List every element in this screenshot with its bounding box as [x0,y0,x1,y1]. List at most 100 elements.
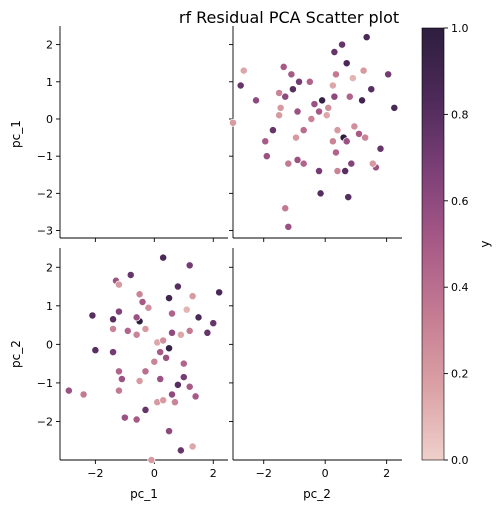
scatter-point [318,96,327,105]
scatter-point [203,328,212,337]
scatter-point [331,148,340,157]
colorbar: 0.0 0.2 0.4 0.6 0.8 1.0 y [421,22,492,467]
colorbar-tick-label: 0.0 [451,454,469,467]
scatter-point [350,122,359,131]
panel-bottom-right-x-ticks: −2 0 2 [256,460,390,480]
chart-title: rf Residual PCA Scatter plot [179,8,399,27]
y-tick-label: 0 [46,113,53,126]
scatter-point [236,81,245,90]
panel-bottom-left: −2 −1 0 1 2 −2 0 2 pc_2 pc_1 [9,248,228,501]
x-tick-label: −2 [256,467,272,480]
scatter-point [324,103,333,112]
scatter-point [333,167,342,176]
panel-top-right [229,26,402,242]
scatter-point [168,328,176,337]
scatter-point [176,330,185,339]
scatter-point [355,129,363,138]
scatter-point [132,313,141,322]
colorbar-tick-label: 1.0 [451,22,469,35]
scatter-point [287,70,296,79]
scatter-point [188,442,197,451]
scatter-point [367,85,376,94]
scatter-point [310,100,319,109]
scatter-point [293,155,302,164]
scatter-point [229,118,237,127]
scatter-point [123,326,132,335]
y-tick-label: −1 [37,377,53,390]
y-tick-label: 1 [46,76,53,89]
scatter-point [279,62,288,71]
scatter-point [165,427,174,436]
scatter-point [182,305,191,314]
panel-bottom-left-y-ticks: −2 −1 0 1 2 [37,261,60,428]
scatter-point [132,330,141,339]
scatter-point [275,88,284,97]
scatter-point [168,390,176,399]
scatter-point [135,377,144,385]
colorbar-ticks: 0.0 0.2 0.4 0.6 0.8 1.0 [444,22,469,467]
scatter-point [315,107,323,116]
scatter-point [384,70,393,79]
scatter-point [338,40,347,49]
y-tick-label: 2 [46,261,53,274]
panel-top-right-points [229,33,399,231]
scatter-point [141,367,150,376]
scatter-point [64,386,73,395]
scatter-point [144,303,153,312]
scatter-point [126,271,135,279]
scatter-point [159,253,168,262]
panel-top-right-x-ticks [263,238,388,242]
scatter-point [114,367,123,376]
scatter-point [276,103,285,112]
scatter-point [156,375,165,384]
y-tick-label: −2 [37,415,53,428]
scatter-point [295,77,304,86]
scatter-point [173,380,182,389]
scatter-point [361,133,370,142]
panel-bottom-right: −2 0 2 pc_2 [229,248,402,501]
scatter-point [362,33,371,42]
y-tick-label: −2 [37,187,53,200]
scatter-point [315,167,323,176]
scatter-point [179,373,188,382]
x-tick-label: 0 [151,467,158,480]
scatter-point [305,77,314,86]
scatter-point [333,126,342,135]
scatter-point [141,405,150,414]
scatter-point [91,346,100,355]
scatter-point [284,222,293,231]
scatter-point [159,396,168,405]
scatter-point [344,193,353,202]
scatter-point [281,204,290,213]
scatter-point [176,446,185,455]
scatter-point [359,66,368,75]
scatter-point [284,159,293,168]
scatter-point [109,315,118,324]
scatter-point [179,359,188,368]
scatter-point [368,159,377,168]
colorbar-tick-label: 0.6 [451,195,469,208]
scatter-point [168,309,176,318]
pc1-column-label: pc_1 [130,487,158,501]
scatter-point [292,133,300,142]
scatter-point [109,324,118,333]
colorbar-label: y [478,240,492,247]
scatter-point [79,390,88,399]
scatter-point [209,319,218,328]
scatter-point [322,111,331,120]
colorbar-gradient [421,27,445,461]
scatter-point [117,375,126,384]
scatter-point [170,398,179,407]
scatter-point [114,280,123,289]
scatter-point [120,413,129,422]
scatter-point [109,348,118,357]
scatter-point [299,159,308,168]
scatter-point [288,85,297,94]
scatter-point [316,189,325,198]
pc2-row-label: pc_2 [9,340,23,368]
colorbar-tick-label: 0.4 [451,281,469,294]
scatter-point [185,261,194,270]
scatter-point [138,298,147,306]
scatter-point [114,386,123,395]
scatter-point [307,115,316,123]
